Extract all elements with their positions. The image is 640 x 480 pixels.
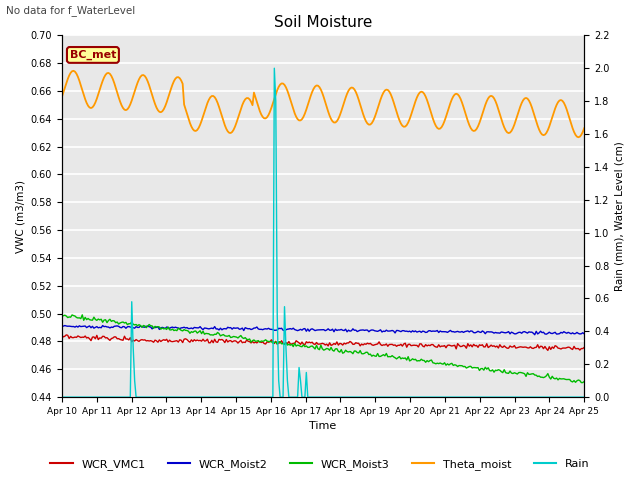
Legend: WCR_VMC1, WCR_Moist2, WCR_Moist3, Theta_moist, Rain: WCR_VMC1, WCR_Moist2, WCR_Moist3, Theta_… — [46, 455, 594, 474]
Y-axis label: Rain (mm), Water Level (cm): Rain (mm), Water Level (cm) — [615, 141, 625, 291]
Title: Soil Moisture: Soil Moisture — [274, 15, 372, 30]
Y-axis label: VWC (m3/m3): VWC (m3/m3) — [15, 180, 25, 253]
Text: BC_met: BC_met — [70, 50, 116, 60]
X-axis label: Time: Time — [309, 421, 337, 432]
Text: No data for f_WaterLevel: No data for f_WaterLevel — [6, 5, 136, 16]
